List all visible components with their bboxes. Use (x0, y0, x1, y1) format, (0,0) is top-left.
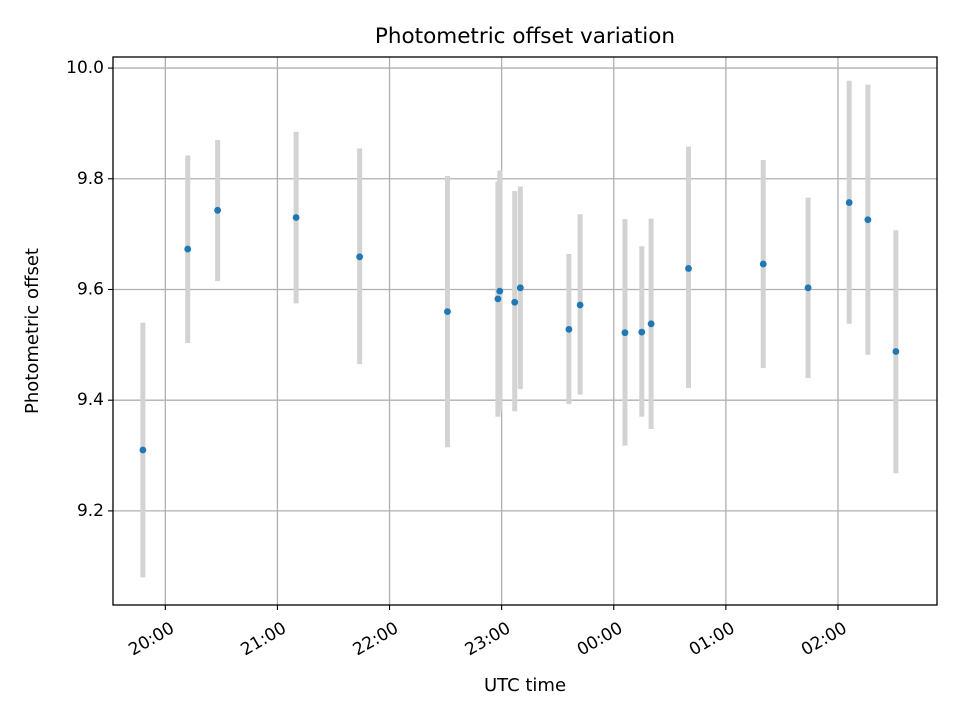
y-tick-label: 10.0 (66, 58, 104, 78)
data-point (638, 328, 646, 336)
y-tick-label: 9.2 (77, 501, 104, 521)
y-tick-label: 9.8 (77, 169, 104, 189)
data-point (356, 253, 364, 261)
x-axis-label: UTC time (484, 675, 566, 696)
y-tick-label: 9.6 (77, 279, 104, 299)
chart-title: Photometric offset variation (375, 24, 675, 49)
data-point (892, 348, 900, 355)
data-point (214, 206, 222, 214)
data-point (845, 199, 853, 206)
data-point (516, 284, 524, 292)
data-point (864, 216, 872, 224)
data-point (576, 301, 584, 309)
data-point (804, 284, 812, 292)
data-point (621, 329, 629, 337)
data-point (184, 245, 192, 253)
y-tick-label: 9.4 (77, 390, 104, 410)
plot-frame (112, 56, 938, 606)
data-point (496, 287, 504, 295)
data-point (494, 295, 502, 303)
data-point (444, 308, 451, 316)
y-axis-label: Photometric offset (22, 248, 43, 414)
data-points (139, 199, 900, 454)
data-point (685, 265, 692, 272)
data-point (511, 298, 519, 306)
data-point (565, 325, 573, 333)
data-point (292, 214, 300, 221)
data-point (759, 260, 767, 268)
data-point (647, 320, 655, 328)
grid (113, 57, 937, 605)
data-point (139, 446, 147, 454)
